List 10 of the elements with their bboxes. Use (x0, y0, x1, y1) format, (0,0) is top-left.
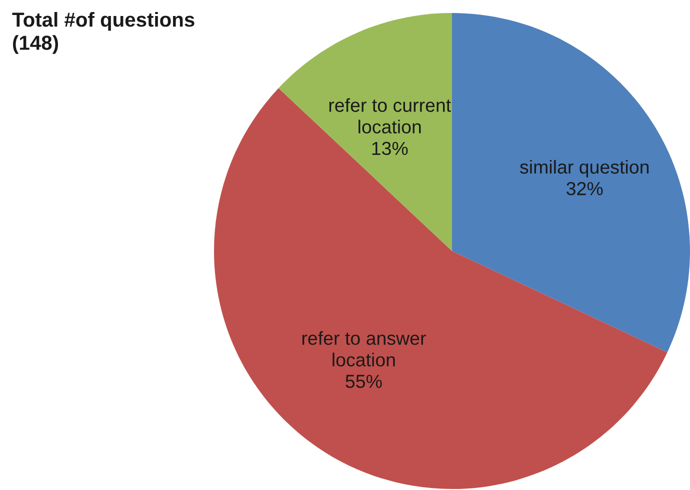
pie-slice (214, 88, 668, 489)
pie-slice (452, 13, 690, 352)
chart-title: Total #of questions (148) (12, 12, 194, 54)
pie-slice (278, 13, 452, 251)
slice-label: refer to answer location (302, 331, 426, 366)
data-label: 32% (566, 182, 603, 196)
slice-label: refer to current location (329, 98, 451, 134)
slice-label: similar question (520, 160, 649, 178)
data-label: 13% (372, 142, 408, 156)
data-label: 55% (346, 374, 382, 388)
